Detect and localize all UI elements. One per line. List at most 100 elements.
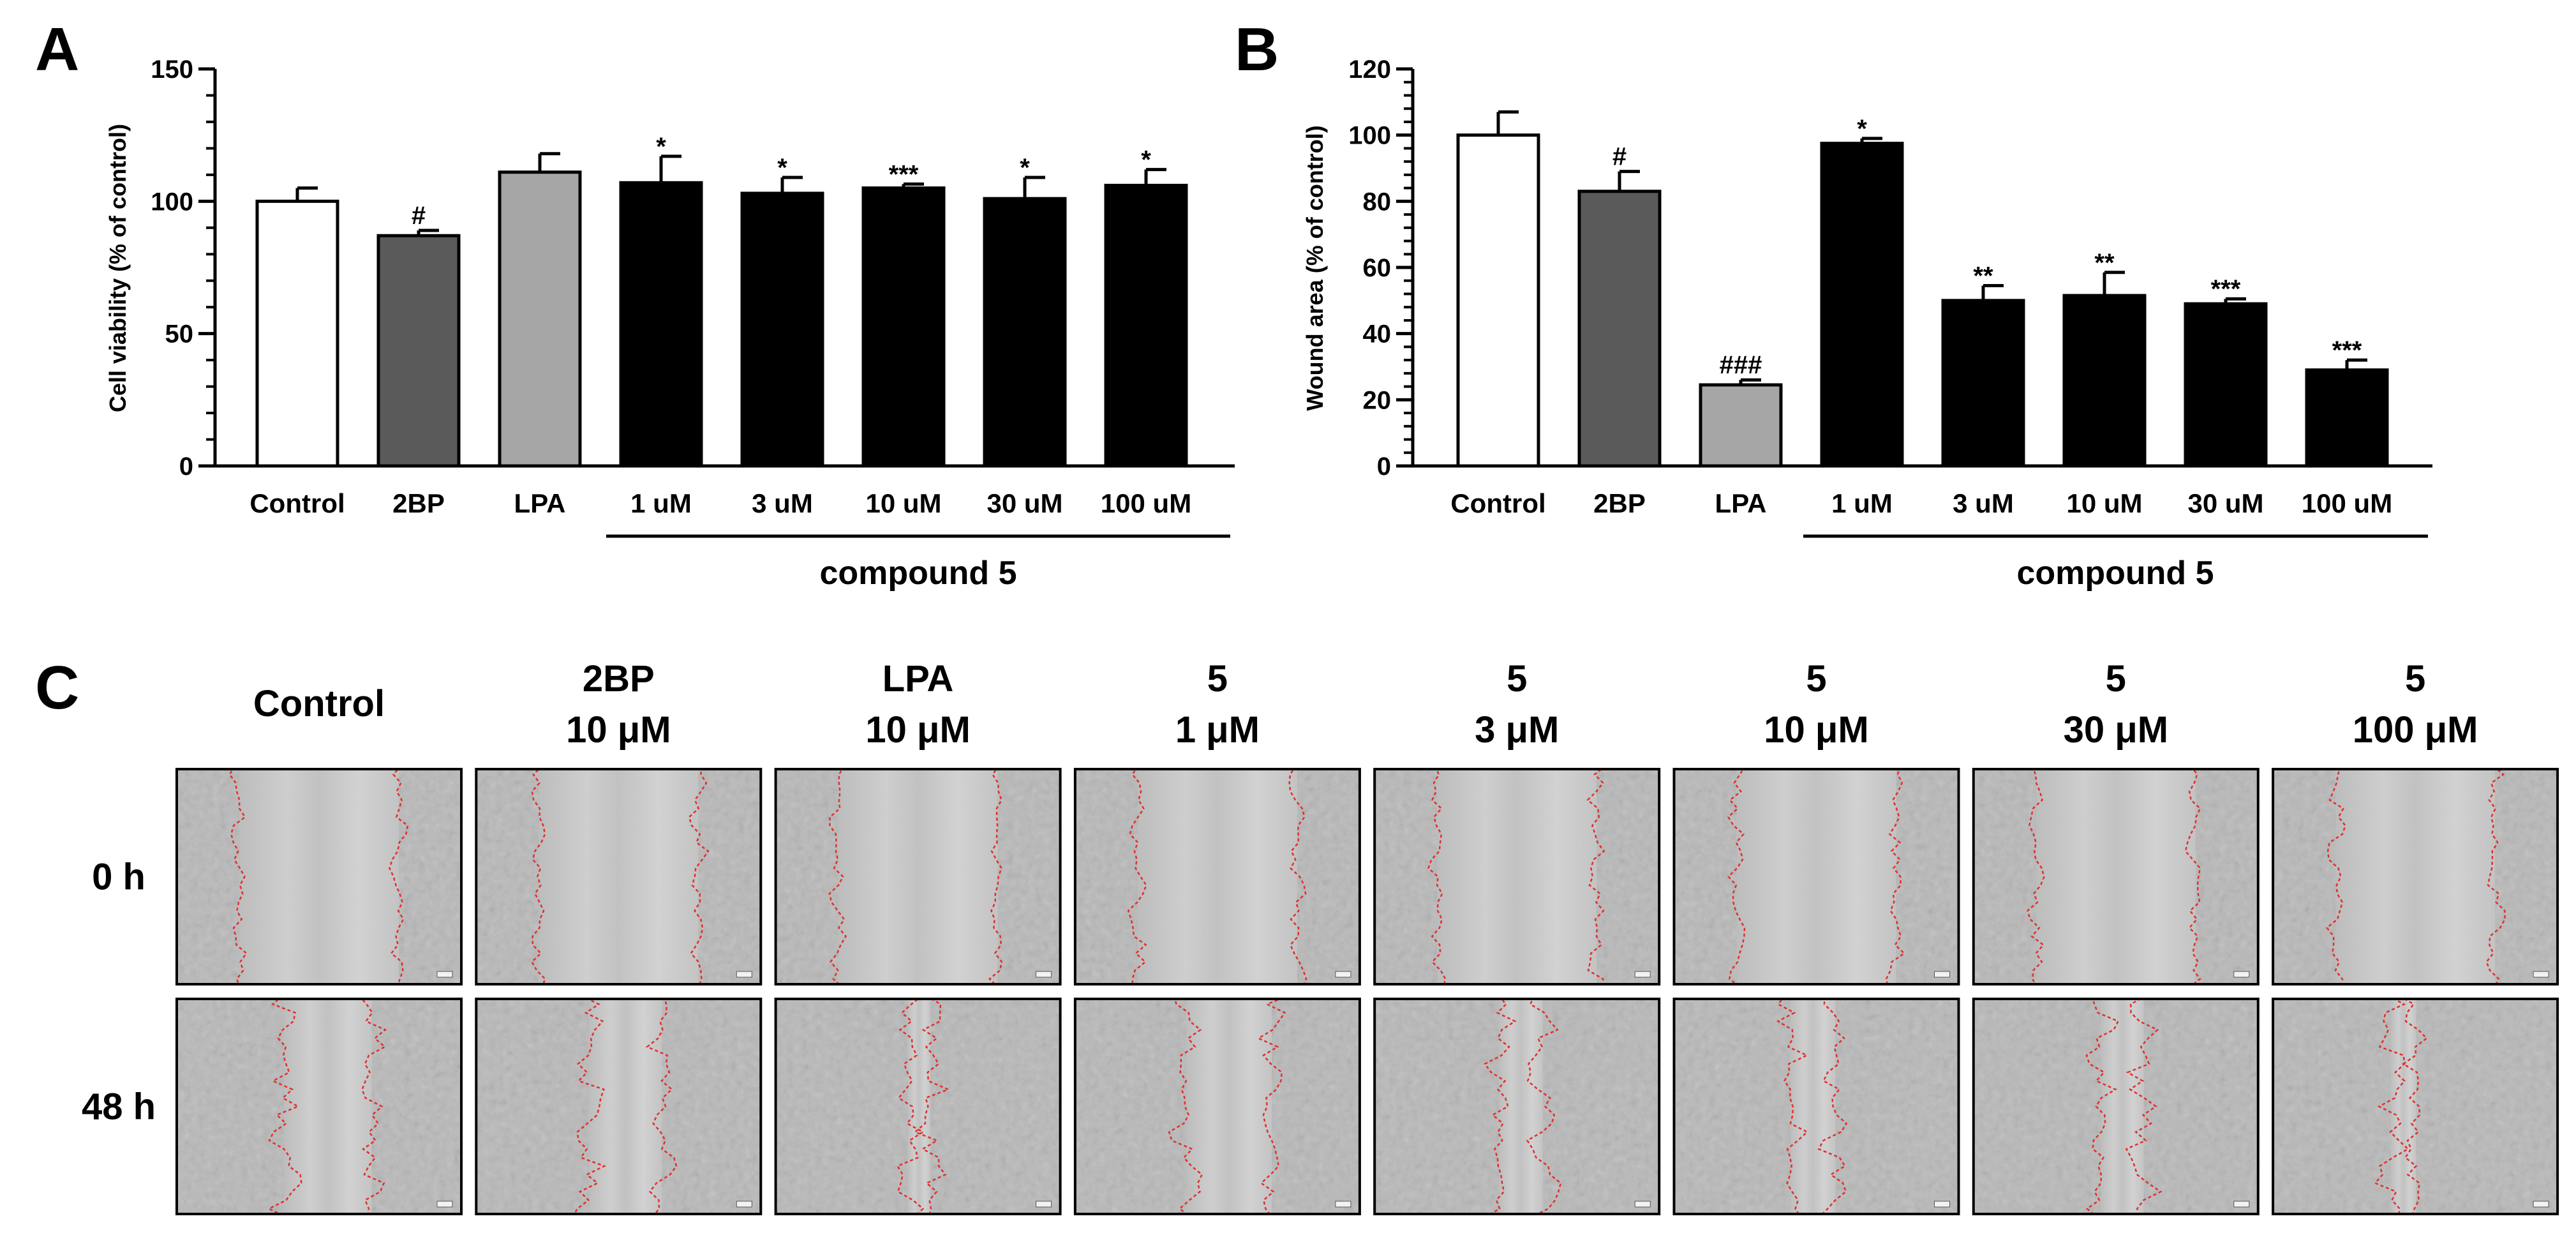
micrograph-48h: [1672, 998, 1960, 1215]
column-header-dose: 1 μM: [1175, 709, 1260, 751]
y-tick-label: 0: [1377, 453, 1391, 481]
category-label: 100 uM: [1101, 488, 1191, 518]
scale-bar: [1934, 971, 1950, 978]
row-header: 0 h: [92, 857, 145, 898]
column-header-dose: 3 μM: [1475, 709, 1559, 751]
bar: [619, 181, 703, 468]
micrograph-frame: [1073, 998, 1361, 1215]
wound-edge-right: [1256, 999, 1286, 1214]
micrograph-frame: [1672, 768, 1960, 985]
category-label: 3 uM: [752, 488, 813, 518]
column-header-treatment: 2BP: [583, 658, 655, 700]
category-label: Control: [249, 488, 345, 518]
significance-marker: ***: [889, 160, 919, 188]
scale-bar: [736, 971, 752, 978]
scale-bar: [2533, 971, 2549, 978]
chart-cell-viability: Cell viability (% of control) 050100150 …: [105, 56, 1235, 592]
significance-marker: *: [1020, 154, 1030, 182]
bar: [2062, 294, 2147, 468]
micrograph-frame: [2272, 768, 2559, 985]
bar: [1456, 133, 1540, 468]
bar: [861, 186, 946, 468]
micrograph-frame: [1972, 768, 2260, 985]
wound-edge-right: [1288, 769, 1307, 984]
y-tick-label: 150: [151, 56, 193, 84]
category-label: 30 uM: [986, 488, 1062, 518]
column-header-dose: 30 μM: [2064, 709, 2168, 751]
significance-marker: ###: [1720, 351, 1762, 379]
wound-edge-left: [2026, 769, 2045, 984]
category-label: 10 uM: [2066, 488, 2142, 518]
micrograph-48h: [175, 998, 463, 1215]
micrograph-48h: [2272, 998, 2559, 1215]
significance-marker: *: [1857, 115, 1867, 143]
micrograph-frame: [1073, 768, 1361, 985]
group-label: compound 5: [2016, 555, 2214, 592]
wound-edge-left: [1427, 769, 1447, 984]
micrograph-48h: [774, 998, 1062, 1215]
bar: [255, 199, 339, 468]
wound-edge-right: [1586, 769, 1605, 984]
bar: [740, 191, 824, 468]
column-header-treatment: LPA: [882, 658, 954, 700]
wound-edge-right: [2485, 769, 2506, 984]
column-header-dose: 10 μM: [865, 709, 970, 751]
wound-edge-left: [2374, 999, 2409, 1214]
significance-marker: *: [656, 133, 666, 161]
bar: [1699, 383, 1783, 468]
column-header-dose: 10 μM: [566, 709, 671, 751]
wound-edge-left: [267, 999, 302, 1214]
y-tick-label: 100: [1348, 122, 1391, 150]
y-tick-label: 40: [1363, 320, 1392, 348]
wound-edge-left: [1127, 769, 1147, 984]
wound-edge-right: [2402, 999, 2428, 1214]
panel-label-c: C: [35, 654, 79, 722]
category-label: 1 uM: [630, 488, 692, 518]
wound-edge-right: [2125, 999, 2163, 1214]
category-label: 2BP: [1593, 488, 1646, 518]
scale-bar: [2233, 971, 2250, 978]
wound-edge-left: [2325, 769, 2346, 984]
group-label: compound 5: [819, 555, 1016, 592]
wound-edge-left: [1776, 999, 1809, 1214]
scale-bar: [736, 1201, 752, 1208]
scale-bar: [1036, 971, 1052, 978]
panel-label-b: B: [1235, 15, 1279, 84]
category-label: 30 uM: [2187, 488, 2263, 518]
bar: [2184, 302, 2268, 468]
micrograph-frame: [1672, 998, 1960, 1215]
wound-edge-left: [828, 769, 847, 984]
column-header-treatment: 5: [1207, 658, 1228, 700]
column-header-treatment: 5: [2405, 658, 2425, 700]
micrograph-0h: [1073, 768, 1361, 985]
micrograph-48h: [1373, 998, 1661, 1215]
wound-edge-right: [645, 999, 678, 1214]
panel-label-a: A: [35, 15, 79, 84]
micrograph-0h: [1373, 768, 1661, 985]
column-header: Control: [253, 683, 385, 724]
bar: [1820, 142, 1904, 468]
y-tick-label: 120: [1348, 56, 1391, 84]
category-label: 100 uM: [2302, 488, 2392, 518]
micrograph-0h: [1972, 768, 2260, 985]
significance-marker: **: [1973, 262, 1993, 290]
micrograph-48h: [475, 998, 763, 1215]
scale-bar: [1335, 1201, 1351, 1208]
column-header-dose: 10 μM: [1764, 709, 1868, 751]
wound-edge-left: [1168, 999, 1203, 1214]
wound-edge-left: [573, 999, 607, 1214]
bar: [1104, 183, 1188, 468]
wound-edge-left: [1727, 769, 1746, 984]
y-tick-label: 0: [179, 453, 193, 481]
micrograph-frame: [774, 998, 1062, 1215]
category-label: Control: [1450, 488, 1545, 518]
wound-edge-right: [361, 999, 387, 1214]
scale-bar: [436, 1201, 453, 1208]
micrograph-frame: [175, 998, 463, 1215]
category-label: 10 uM: [865, 488, 941, 518]
micrograph-48h: [1972, 998, 2260, 1215]
micrograph-frame: [774, 768, 1062, 985]
micrograph-0h: [1672, 768, 1960, 985]
bar: [376, 234, 461, 468]
column-header-treatment: 5: [2106, 658, 2126, 700]
